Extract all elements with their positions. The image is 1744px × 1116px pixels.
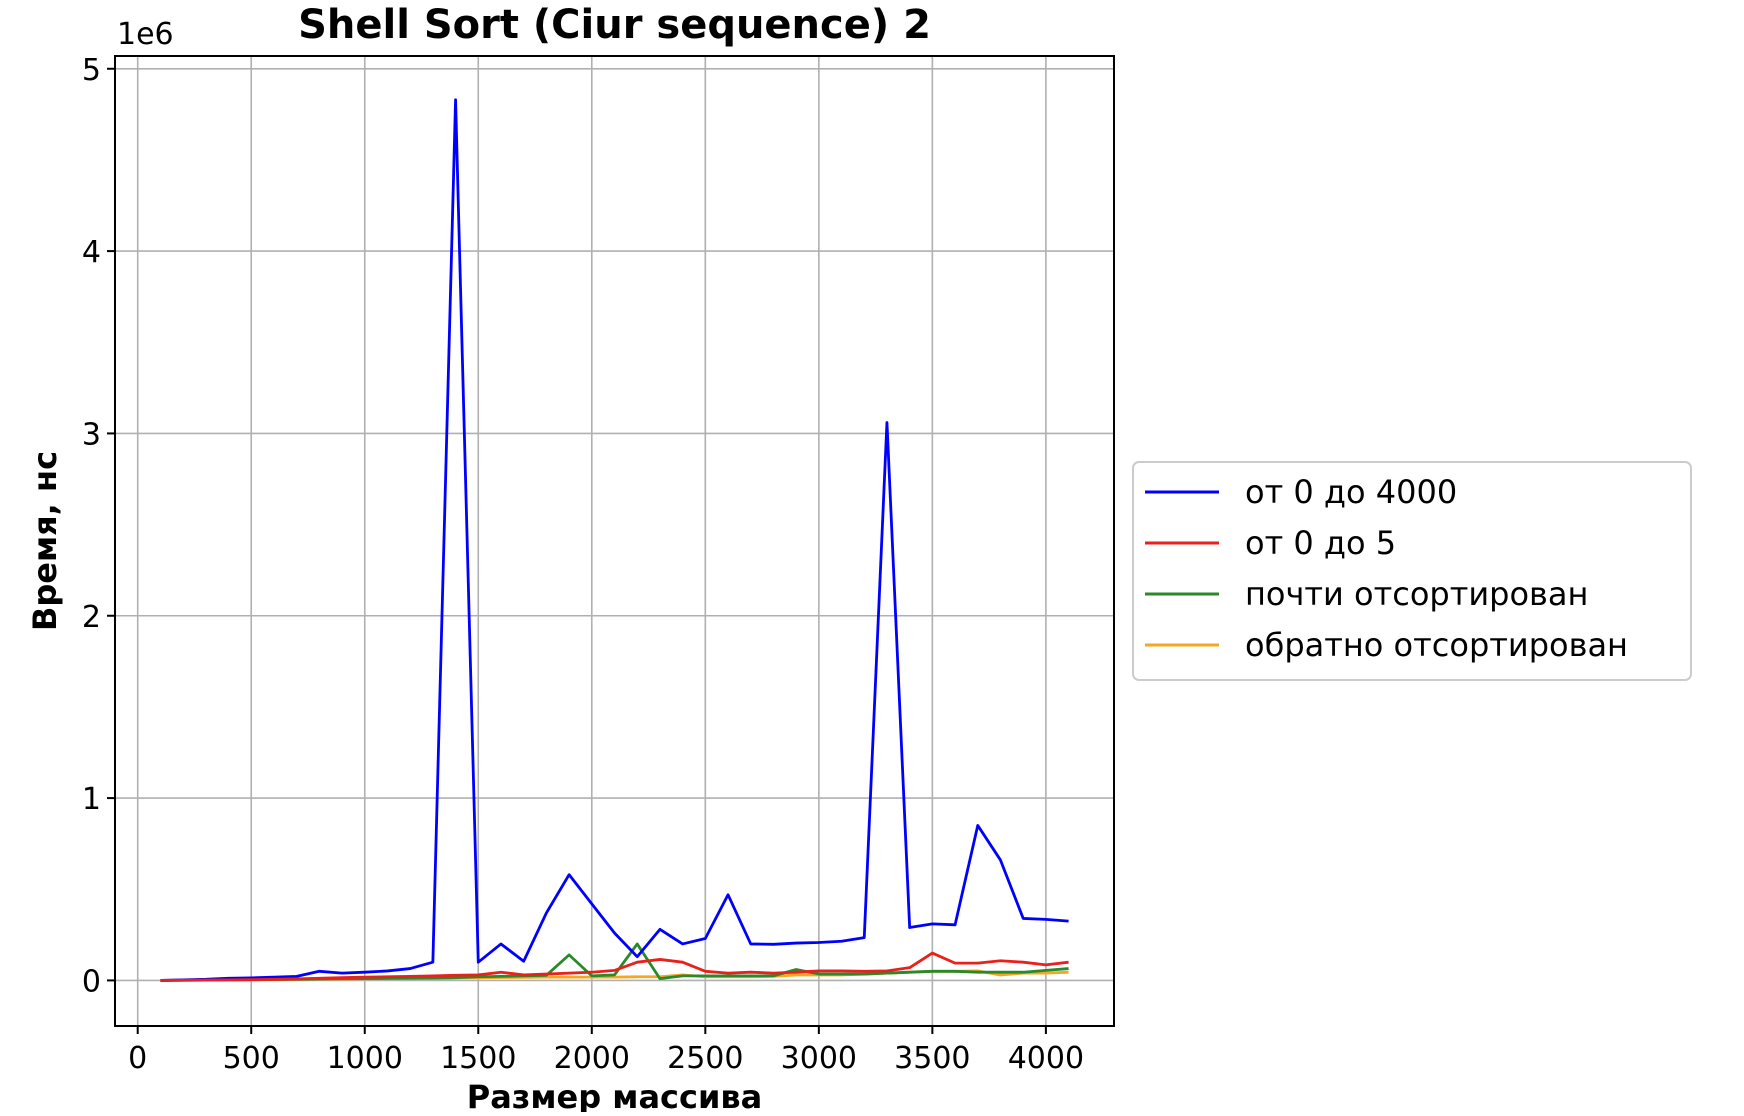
x-tick-label: 500 bbox=[223, 1041, 280, 1076]
x-tick-label: 0 bbox=[128, 1041, 147, 1076]
series-lines bbox=[160, 98, 1069, 982]
y-tick-label: 4 bbox=[82, 235, 101, 270]
y-tick-label: 1 bbox=[82, 782, 101, 817]
y-tick-label: 0 bbox=[82, 964, 101, 999]
chart-title: Shell Sort (Ciur sequence) 2 bbox=[298, 2, 931, 48]
legend-label: обратно отсортирован bbox=[1245, 626, 1628, 664]
legend-label: почти отсортирован bbox=[1245, 575, 1588, 613]
x-tick-label: 4000 bbox=[1008, 1041, 1084, 1076]
y-offset-label: 1e6 bbox=[117, 17, 174, 52]
legend-label: от 0 до 5 bbox=[1245, 524, 1396, 562]
x-axis-label: Размер массива bbox=[467, 1078, 763, 1112]
x-tick-label: 3500 bbox=[894, 1041, 970, 1076]
x-tick-label: 1000 bbox=[327, 1041, 403, 1076]
legend-label: от 0 до 4000 bbox=[1245, 473, 1457, 511]
grid-lines bbox=[115, 56, 1114, 1026]
y-tick-label: 2 bbox=[82, 600, 101, 635]
x-tick-label: 2500 bbox=[667, 1041, 743, 1076]
series-line-0 bbox=[160, 98, 1069, 982]
y-tick-label: 5 bbox=[82, 53, 101, 88]
x-tick-label: 1500 bbox=[440, 1041, 516, 1076]
axis-ticks: 0 500 1000 1500 2000 2500 3000 3500 4000 0 1 2 3 4 5 bbox=[82, 53, 1084, 1076]
legend-box bbox=[1132, 461, 1692, 681]
legend: от 0 до 4000 от 0 до 5 почти отсортирован о… bbox=[1132, 461, 1692, 681]
y-axis-label: Время, нс bbox=[26, 451, 64, 631]
x-tick-label: 3000 bbox=[781, 1041, 857, 1076]
y-tick-label: 3 bbox=[82, 417, 101, 452]
series-line-1 bbox=[160, 951, 1069, 982]
x-tick-label: 2000 bbox=[554, 1041, 630, 1076]
plot-frame bbox=[114, 55, 1115, 1027]
